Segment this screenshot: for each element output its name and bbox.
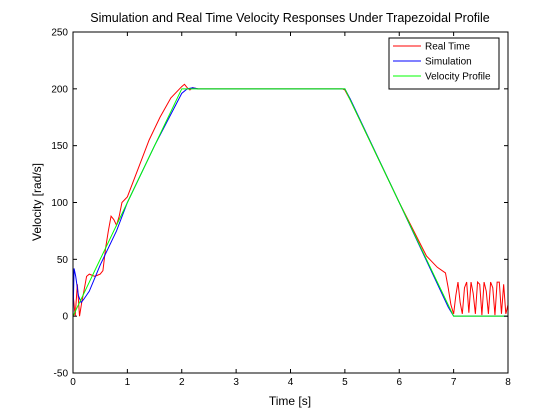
- y-tick-label: -50: [54, 369, 69, 380]
- y-axis-title: Velocity [rad/s]: [30, 163, 44, 241]
- x-tick-label: 6: [396, 377, 402, 388]
- x-axis: 0 1 2 3 4 5 6 7 8: [70, 32, 511, 388]
- x-tick-label: 0: [70, 377, 76, 388]
- y-axis: -50 0 50 100 150 200 250: [51, 28, 508, 380]
- x-tick-label: 1: [125, 377, 131, 388]
- x-axis-title: Time [s]: [269, 394, 311, 408]
- x-tick-label: 3: [233, 377, 239, 388]
- y-tick-label: 150: [51, 141, 68, 152]
- chart-title: Simulation and Real Time Velocity Respon…: [90, 11, 490, 25]
- x-tick-label: 2: [179, 377, 185, 388]
- series-line-velocity-profile: [72, 88, 508, 317]
- y-tick-label: 50: [57, 255, 69, 266]
- y-tick-label: 100: [51, 198, 68, 209]
- series-layer: [72, 83, 509, 317]
- x-tick-label: 7: [451, 377, 457, 388]
- x-tick-label: 5: [342, 377, 348, 388]
- legend-label: Velocity Profile: [425, 72, 491, 83]
- legend: Real Time Simulation Velocity Profile: [388, 37, 500, 90]
- legend-label: Simulation: [425, 57, 472, 68]
- x-tick-label: 8: [505, 377, 511, 388]
- y-tick-label: 200: [51, 84, 68, 95]
- y-tick-label: 250: [51, 28, 68, 39]
- y-tick-label: 0: [62, 312, 68, 323]
- x-tick-label: 4: [288, 377, 294, 388]
- legend-label: Real Time: [425, 42, 470, 53]
